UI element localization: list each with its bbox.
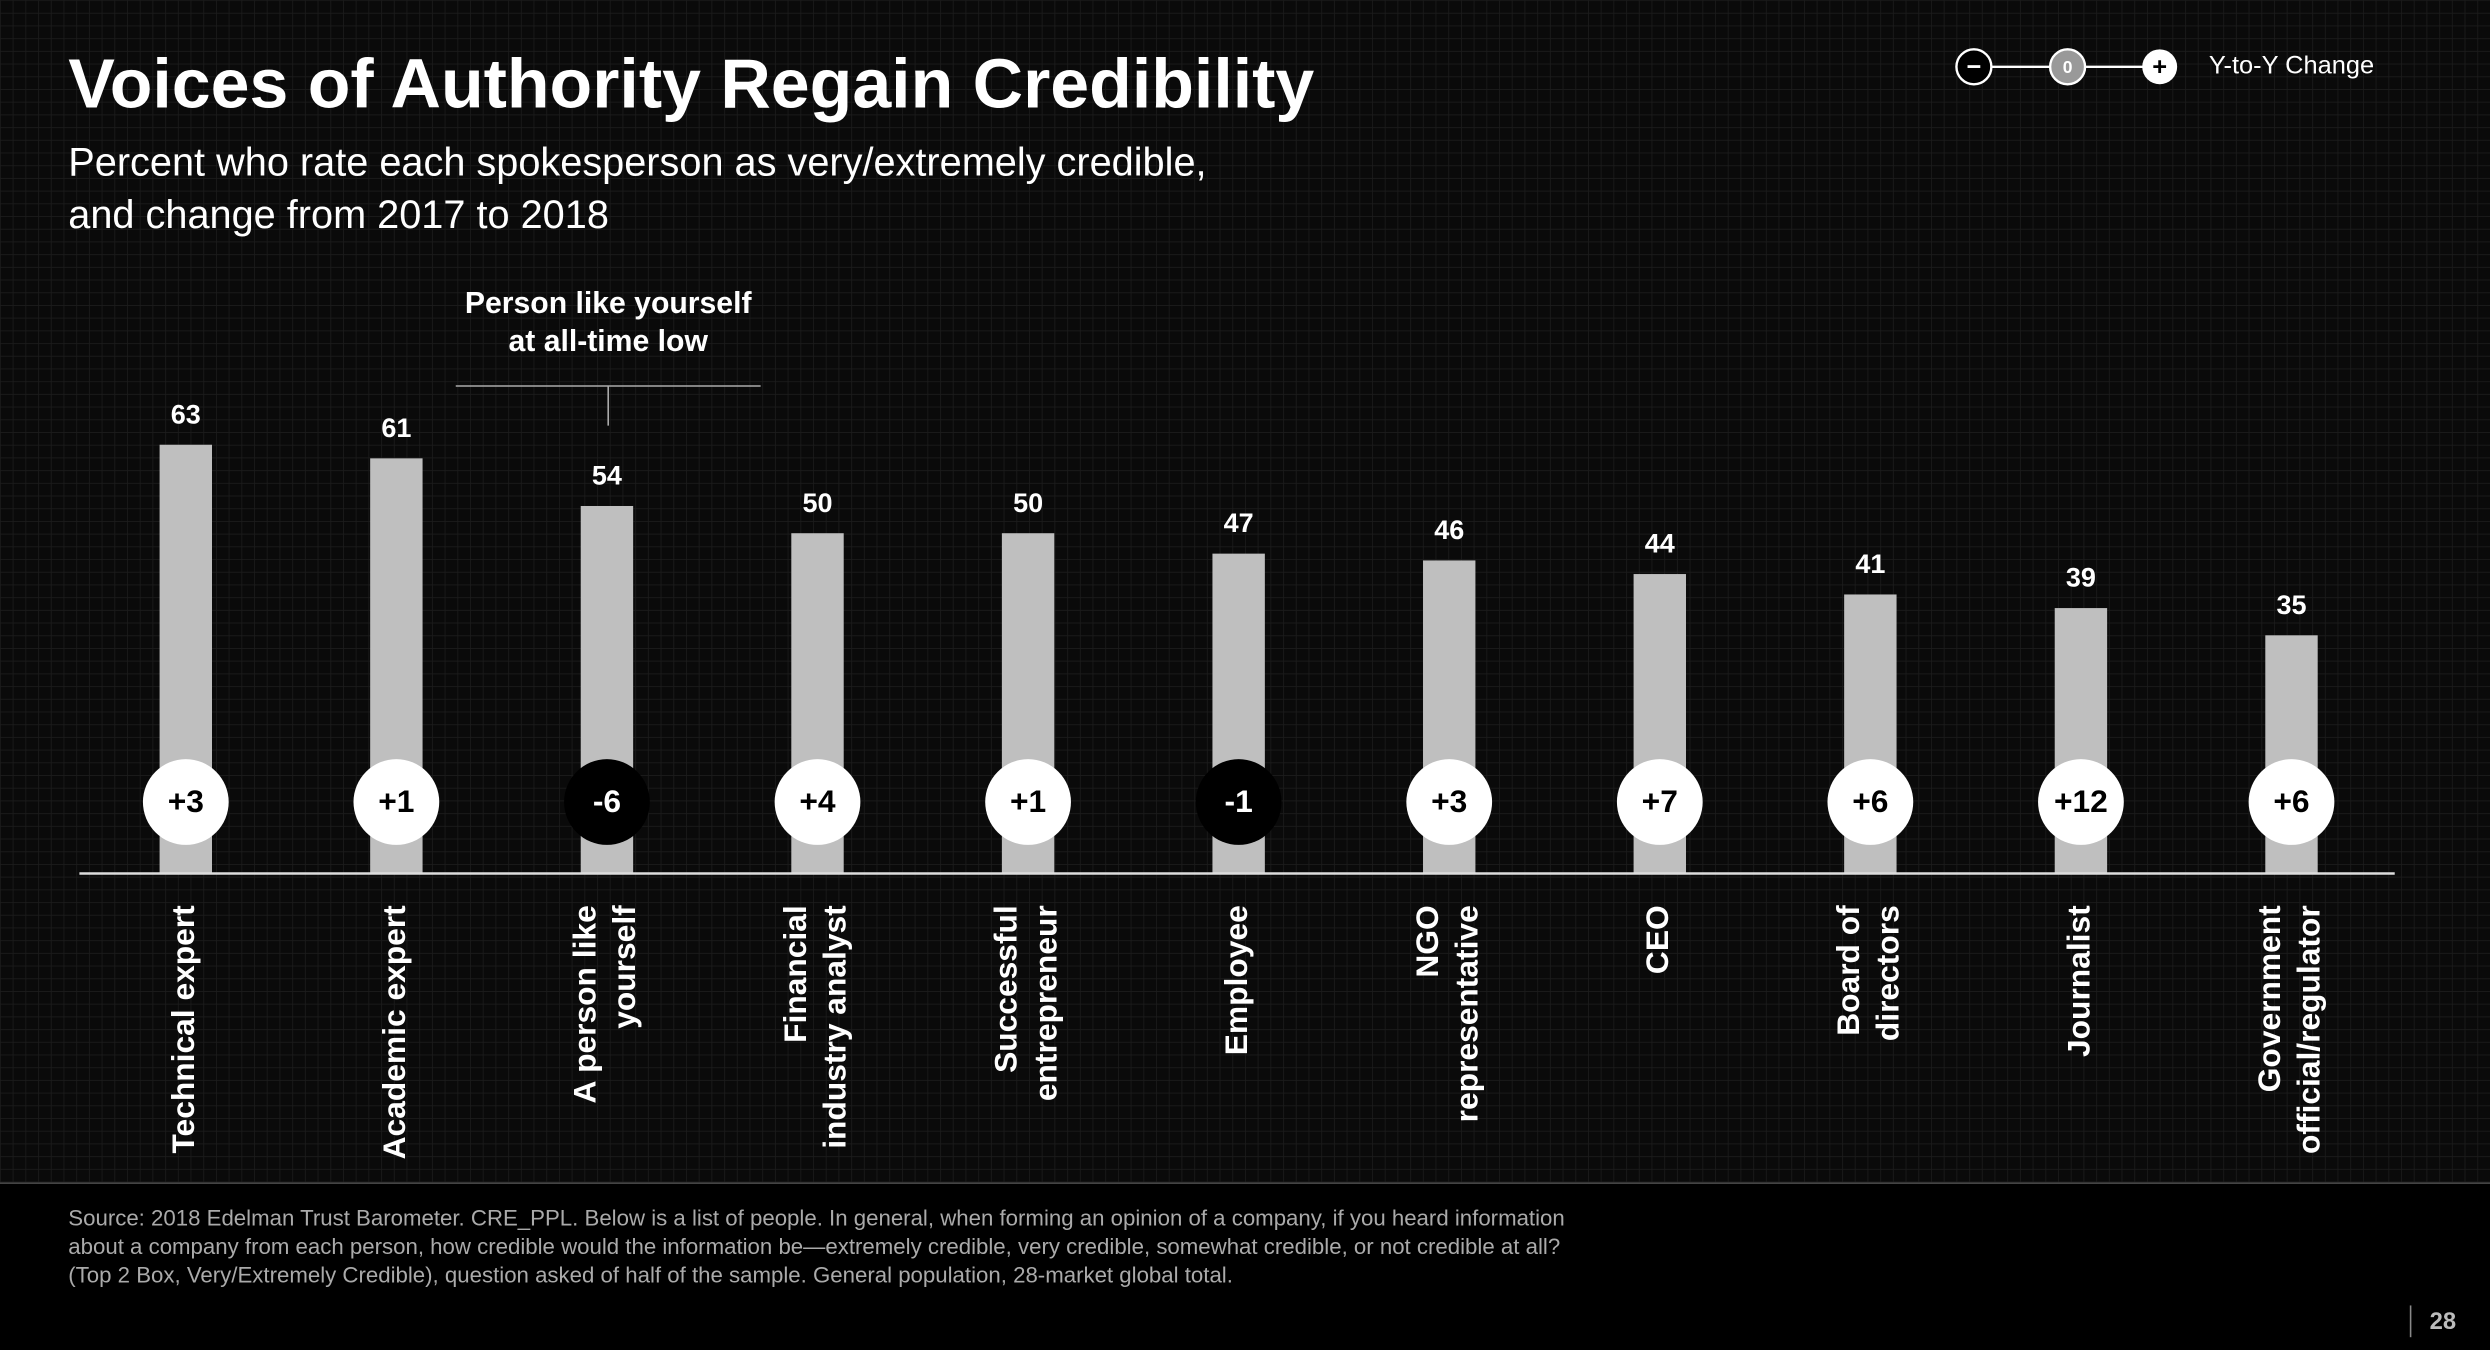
legend-symbol — [1955, 48, 1993, 86]
value-label: 46 — [1434, 515, 1464, 545]
legend-symbol-label: 0 — [2063, 57, 2073, 77]
change-label: -6 — [593, 783, 621, 819]
value-label: 54 — [592, 461, 622, 491]
change-marker — [1616, 759, 1703, 845]
change-label: +6 — [1852, 783, 1888, 819]
x-tick-label: official/regulator — [2291, 905, 2327, 1154]
chart-title: Voices of Authority Regain Credibility — [68, 44, 1314, 122]
value-label: 47 — [1224, 508, 1254, 538]
change-marker — [985, 759, 1071, 845]
source: (Top 2 Box, Very/Extremely Credible), qu… — [68, 1263, 1233, 1288]
change-label: +1 — [378, 783, 414, 819]
change-marker — [353, 759, 440, 845]
x-tick-label: NGO — [1409, 905, 1445, 977]
x-tick-label: Employee — [1218, 905, 1254, 1055]
change-marker — [2248, 759, 2335, 845]
legend-title: Y-to-Y Change — [2209, 51, 2374, 79]
legend-symbol-label: + — [2152, 53, 2167, 81]
x-tick-label: directors — [1870, 905, 1906, 1041]
x-tick-label: yourself — [606, 905, 642, 1029]
x-tick-label: representative — [1448, 905, 1484, 1122]
legend-symbol-label: − — [1966, 53, 1981, 81]
x-tick-label: CEO — [1639, 905, 1675, 974]
change-marker — [1827, 759, 1914, 845]
change-marker — [2038, 759, 2124, 845]
legend-symbol — [2048, 48, 2087, 86]
source: Source: 2018 Edelman Trust Barometer. CR… — [68, 1206, 1564, 1231]
page-number: 28 — [2430, 1308, 2457, 1335]
value-label: 35 — [2276, 590, 2306, 620]
x-tick-label: Successful — [988, 905, 1024, 1073]
annotation-bracket — [455, 385, 761, 426]
x-tick-label: Academic expert — [376, 905, 412, 1160]
change-marker — [564, 759, 650, 845]
value-label: 50 — [802, 488, 832, 518]
value-label: 39 — [2066, 563, 2096, 593]
x-tick-label: Board of — [1830, 905, 1866, 1036]
change-marker — [1406, 759, 1493, 845]
x-tick-label: Financial — [777, 905, 813, 1043]
value-label: 63 — [171, 399, 201, 429]
subtitle: Percent who rate each spokesperson as ve… — [68, 141, 1206, 185]
annotation: at all-time low — [509, 325, 709, 358]
annotation: Person like yourself — [465, 287, 753, 320]
x-tick-label: entrepreneur — [1027, 905, 1063, 1101]
value-label: 50 — [1013, 488, 1043, 518]
value-label: 41 — [1855, 549, 1885, 579]
change-label: +4 — [799, 783, 836, 819]
x-tick-label: A person like — [566, 905, 602, 1103]
change-label: +7 — [1642, 783, 1678, 819]
subtitle: and change from 2017 to 2018 — [68, 193, 609, 237]
change-label: +3 — [168, 783, 204, 819]
x-tick-label: Government — [2251, 905, 2287, 1092]
x-tick-label: industry analyst — [817, 905, 853, 1149]
change-label: +12 — [2054, 783, 2108, 819]
change-marker — [774, 759, 861, 845]
change-label: -1 — [1225, 783, 1253, 819]
value-label: 44 — [1645, 529, 1675, 559]
legend-symbol — [2142, 49, 2178, 85]
change-label: +1 — [1010, 783, 1046, 819]
source: about a company from each person, how cr… — [68, 1234, 1560, 1259]
change-label: +6 — [2273, 783, 2309, 819]
change-label: +3 — [1431, 783, 1467, 819]
change-marker — [142, 759, 229, 845]
x-tick-label: Journalist — [2060, 905, 2096, 1057]
x-tick-label: Technical expert — [165, 905, 201, 1154]
change-marker — [1195, 759, 1282, 845]
value-label: 61 — [381, 413, 411, 443]
